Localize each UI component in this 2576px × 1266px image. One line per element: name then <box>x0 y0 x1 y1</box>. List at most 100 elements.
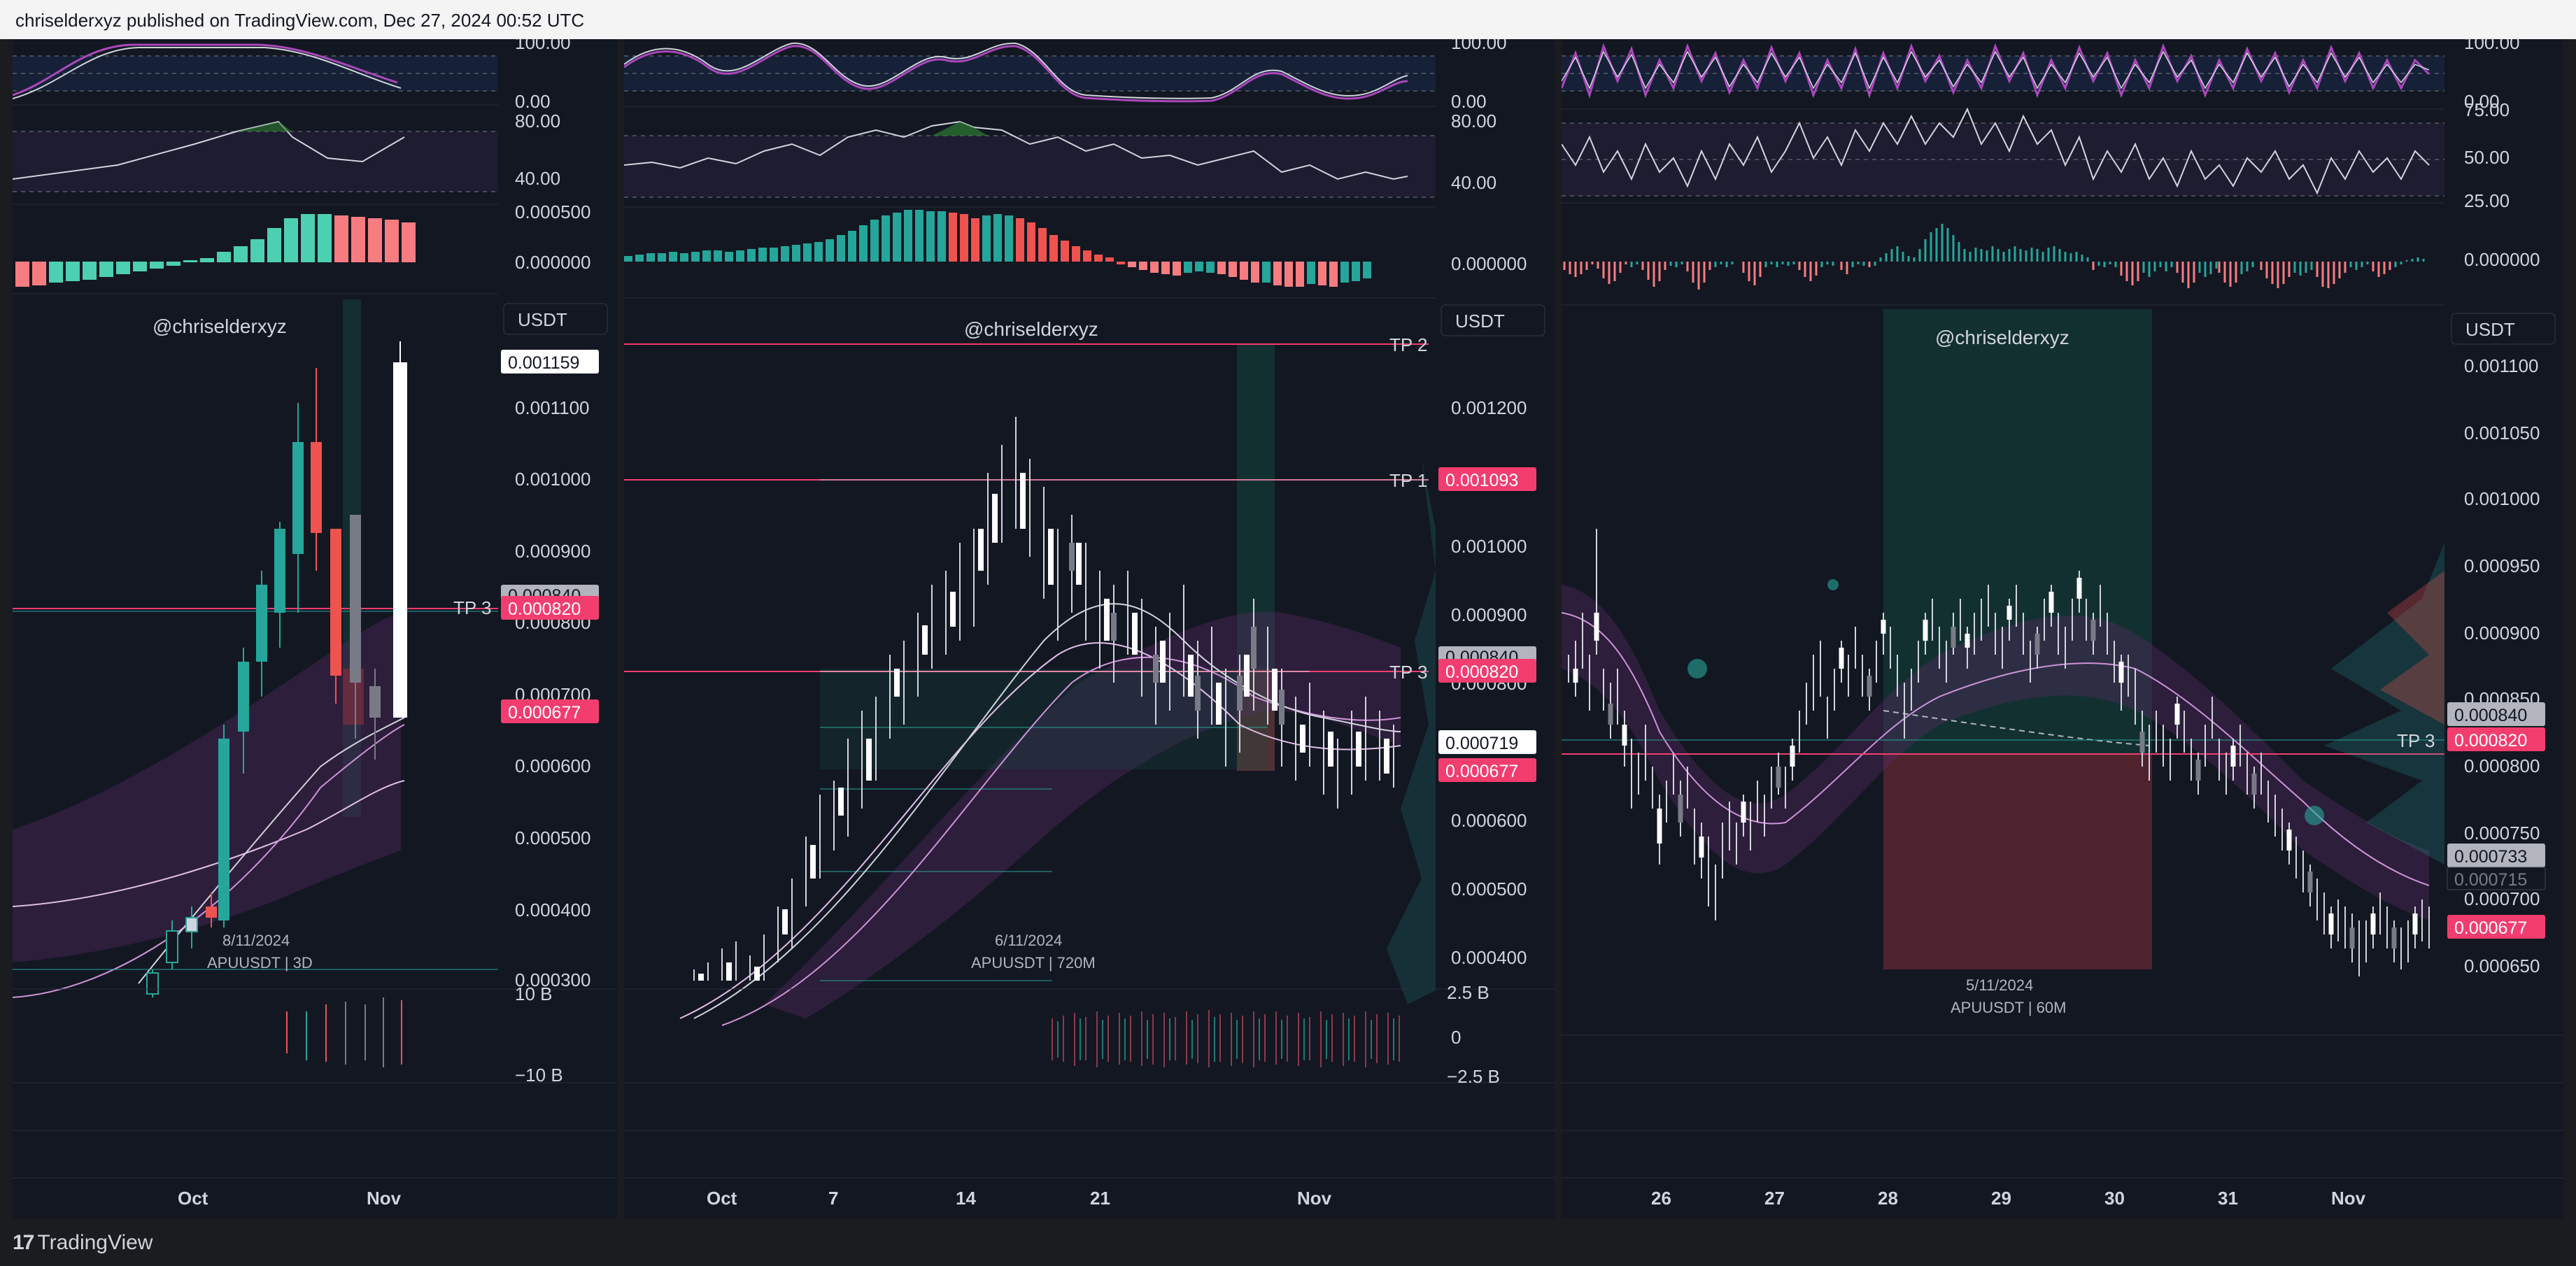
date-label: 5/11/2024 <box>1966 976 2033 994</box>
price-axis-0: 0.001200 <box>1451 397 1527 418</box>
stoch-label-100: 100.00 <box>1451 39 1507 53</box>
volume-pane <box>13 997 617 1179</box>
time-axis-21: 21 <box>1090 1188 1110 1209</box>
stoch-label-0: 0.00 <box>2464 91 2500 112</box>
macd-label-zero: 0.000000 <box>1451 253 1527 274</box>
svg-text:0.000820: 0.000820 <box>1445 662 1518 682</box>
svg-text:0.000677: 0.000677 <box>1445 762 1518 781</box>
price-axis-2: 0.001000 <box>2464 488 2540 509</box>
svg-text:0.000840: 0.000840 <box>2454 706 2527 725</box>
price-pane <box>12 299 498 998</box>
price-tag-tp1: 0.001093 <box>1438 467 1536 491</box>
symbol-label: APUUSDT | 3D <box>207 954 313 972</box>
chart-canvas-60m[interactable]: 100.00 0.00 75.00 50.00 25.00 0.000000 <box>1560 32 2563 1218</box>
currency-box[interactable]: USDT <box>2451 313 2556 345</box>
chart-canvas-3d[interactable]: 100.00 0.00 80.00 40.00 <box>12 32 617 1218</box>
tp2-label: TP 2 <box>1389 334 1427 355</box>
price-axis-6: 0.000500 <box>515 827 590 848</box>
price-axis-0: 0.001100 <box>515 397 590 418</box>
rsi-pane <box>1561 107 2444 204</box>
svg-text:0.001093: 0.001093 <box>1445 471 1518 490</box>
svg-text:USDT: USDT <box>2465 319 2515 340</box>
time-axis-31: 31 <box>2218 1188 2238 1209</box>
time-axis-nov: Nov <box>2331 1188 2366 1209</box>
price-axis-1: 0.001050 <box>2464 422 2540 443</box>
currency-box[interactable]: USDT <box>1441 304 1545 336</box>
chart-canvas-720m[interactable]: 100.00 0.00 80.00 40.00 <box>623 32 1555 1218</box>
volume-axis-bottom: −10 B <box>515 1065 563 1086</box>
price-tag-low: 0.000677 <box>2447 915 2545 939</box>
price-axis-4: 0.000900 <box>2464 623 2540 643</box>
price-axis-2: 0.000900 <box>515 541 590 562</box>
macd-label-top: 0.000500 <box>515 201 590 222</box>
stoch-label-100: 100.00 <box>2464 39 2520 53</box>
currency-box[interactable]: USDT <box>503 303 608 335</box>
watermark: @chriselderxyz <box>1935 327 2069 348</box>
rsi-label-80: 80.00 <box>1451 111 1496 131</box>
macd-label-zero: 0.000000 <box>515 252 590 273</box>
price-axis-6: 0.000800 <box>2464 755 2540 776</box>
watermark: @chriselderxyz <box>964 318 1098 340</box>
candles-60m <box>1568 529 2430 976</box>
stoch-pane <box>12 43 498 106</box>
chart-panel-720m[interactable]: 100.00 0.00 80.00 40.00 <box>623 32 1555 1218</box>
price-axis-7: 0.000400 <box>515 899 590 920</box>
price-tag-white: 0.000719 <box>1438 730 1536 754</box>
price-tag-tp3: 0.000820 <box>501 596 599 620</box>
rsi-label-75: 75.00 <box>2464 99 2510 120</box>
svg-text:0.001159: 0.001159 <box>508 353 579 373</box>
price-pane <box>624 343 1436 1026</box>
time-axis-nov: Nov <box>1297 1188 1332 1209</box>
price-tag-dark: 0.000715 <box>2447 867 2546 890</box>
svg-text:0.000820: 0.000820 <box>508 599 581 619</box>
price-tag-grey: 0.000840 <box>2447 702 2545 726</box>
chart-panel-3d[interactable]: 100.00 0.00 80.00 40.00 <box>12 32 617 1218</box>
time-axis-14: 14 <box>956 1188 976 1209</box>
rsi-label-25: 25.00 <box>2464 190 2510 211</box>
price-tag-low: 0.000677 <box>501 699 599 723</box>
time-axis-30: 30 <box>2104 1188 2125 1209</box>
rsi-label-40: 40.00 <box>1451 172 1496 193</box>
time-axis-oct: Oct <box>178 1188 208 1209</box>
price-axis-8: 0.000300 <box>515 969 590 990</box>
price-tag-tp3: 0.000820 <box>1438 659 1536 683</box>
footer: 17 TradingView <box>0 1223 2576 1266</box>
price-pane <box>1561 309 2444 976</box>
tp1-label: TP 1 <box>1389 470 1427 491</box>
macd-histogram <box>1562 224 2444 306</box>
price-axis-1: 0.001000 <box>515 469 590 490</box>
price-axis-1: 0.001000 <box>1451 536 1527 557</box>
svg-text:0.000677: 0.000677 <box>508 703 581 723</box>
volume-axis-top: 2.5 B <box>1447 982 1489 1003</box>
svg-text:USDT: USDT <box>518 309 567 330</box>
stoch-pane <box>1560 43 2444 110</box>
price-axis-8: 0.000700 <box>2464 888 2540 909</box>
price-axis-5: 0.000500 <box>1451 879 1527 899</box>
svg-text:0.000677: 0.000677 <box>2454 918 2527 938</box>
publish-info: chriselderxyz published on TradingView.c… <box>15 10 585 31</box>
price-tag-current: 0.001159 <box>501 350 599 374</box>
svg-text:0.000733: 0.000733 <box>2454 847 2527 867</box>
rsi-pane <box>623 120 1436 208</box>
stoch-label-100: 100.00 <box>515 39 571 53</box>
volume-axis-zero: 0 <box>1451 1027 1461 1048</box>
rsi-label-40: 40.00 <box>515 168 560 189</box>
tp3-label: TP 3 <box>453 597 491 618</box>
svg-text:USDT: USDT <box>1455 311 1505 332</box>
svg-text:0.000820: 0.000820 <box>2454 731 2527 751</box>
candles-3d <box>146 341 407 997</box>
price-tag-tp3: 0.000820 <box>2447 727 2545 751</box>
chart-panel-60m[interactable]: 100.00 0.00 75.00 50.00 25.00 0.000000 <box>1560 32 2563 1218</box>
time-axis-28: 28 <box>1878 1188 1898 1209</box>
tp3-label: TP 3 <box>2397 730 2435 751</box>
brand-name: TradingView <box>37 1231 153 1254</box>
tradingview-logo[interactable]: 17 TradingView <box>13 1231 153 1254</box>
price-axis-4: 0.000600 <box>1451 810 1527 831</box>
price-axis-7: 0.000750 <box>2464 823 2540 844</box>
svg-text:0.000719: 0.000719 <box>1445 734 1518 753</box>
price-axis-5: 0.000600 <box>515 755 590 776</box>
rsi-label-80: 80.00 <box>515 111 560 131</box>
time-axis-29: 29 <box>1991 1188 2011 1209</box>
price-tag-grey2: 0.000733 <box>2447 844 2545 867</box>
stoch-label-0: 0.00 <box>515 91 551 112</box>
